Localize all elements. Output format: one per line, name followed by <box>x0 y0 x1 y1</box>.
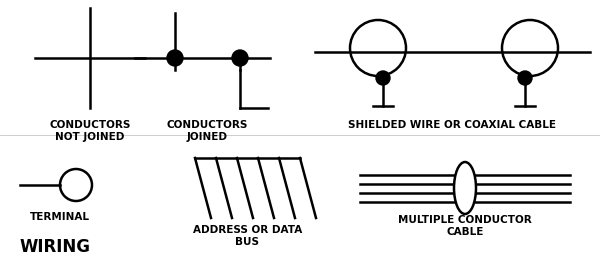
Text: ADDRESS OR DATA
BUS: ADDRESS OR DATA BUS <box>193 225 302 247</box>
Circle shape <box>167 50 183 66</box>
Circle shape <box>376 71 390 85</box>
Ellipse shape <box>454 162 476 214</box>
Text: CONDUCTORS
JOINED: CONDUCTORS JOINED <box>167 120 248 142</box>
Text: CONDUCTORS
NOT JOINED: CONDUCTORS NOT JOINED <box>49 120 131 142</box>
Text: SHIELDED WIRE OR COAXIAL CABLE: SHIELDED WIRE OR COAXIAL CABLE <box>348 120 556 130</box>
Text: TERMINAL: TERMINAL <box>30 212 90 222</box>
Circle shape <box>518 71 532 85</box>
Text: WIRING: WIRING <box>20 238 91 256</box>
Circle shape <box>232 50 248 66</box>
Text: MULTIPLE CONDUCTOR
CABLE: MULTIPLE CONDUCTOR CABLE <box>398 215 532 237</box>
